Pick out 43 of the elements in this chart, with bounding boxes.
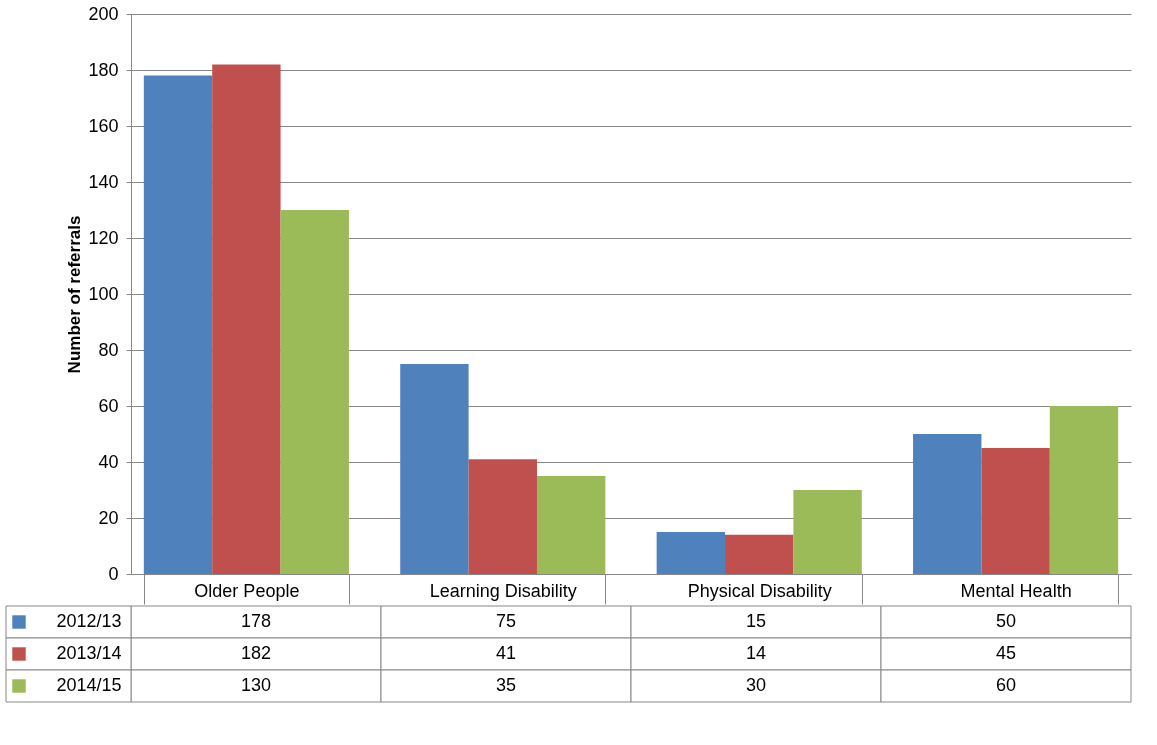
y-tick-label: 200 <box>88 3 119 24</box>
y-axis-title: Number of referrals <box>65 215 85 374</box>
data-label: 130 <box>240 675 272 695</box>
bar <box>913 434 982 574</box>
y-tick-label: 60 <box>98 395 119 416</box>
x-tick-label: Physical Disability <box>687 580 832 601</box>
x-tick-label: Learning Disability <box>429 580 577 601</box>
data-label: 14 <box>745 643 767 663</box>
bar <box>143 75 213 574</box>
bar <box>468 459 537 574</box>
data-label: 45 <box>995 643 1017 663</box>
x-tick-label: Mental Health <box>960 580 1072 601</box>
y-tick-label: 0 <box>108 563 119 584</box>
data-label: 15 <box>745 611 767 631</box>
bar <box>280 210 349 574</box>
legend-label: 2014/15 <box>56 675 122 695</box>
data-label: 182 <box>240 643 272 663</box>
bar <box>400 364 469 574</box>
bar <box>981 448 1050 574</box>
data-label: 178 <box>240 611 272 631</box>
y-tick-label: 100 <box>88 283 119 304</box>
bar <box>656 532 726 574</box>
data-label: 50 <box>995 611 1017 631</box>
y-tick-label: 40 <box>98 451 119 472</box>
bar <box>536 476 606 574</box>
bar <box>212 64 281 574</box>
data-label: 35 <box>495 675 517 695</box>
y-tick-label: 160 <box>88 115 119 136</box>
bar <box>793 490 862 574</box>
x-tick-label: Older People <box>194 580 300 601</box>
y-tick-label: 120 <box>88 227 119 248</box>
data-label: 75 <box>495 611 517 631</box>
y-tick-label: 140 <box>88 171 119 192</box>
data-label: 41 <box>495 643 517 663</box>
legend-label: 2012/13 <box>56 611 122 631</box>
legend-label: 2013/14 <box>56 643 122 663</box>
data-label: 60 <box>995 675 1017 695</box>
bar <box>725 534 794 574</box>
bar <box>1049 406 1119 574</box>
y-tick-label: 80 <box>98 339 119 360</box>
data-label: 30 <box>745 675 767 695</box>
y-tick-label: 20 <box>98 507 119 528</box>
y-tick-label: 180 <box>88 59 119 80</box>
